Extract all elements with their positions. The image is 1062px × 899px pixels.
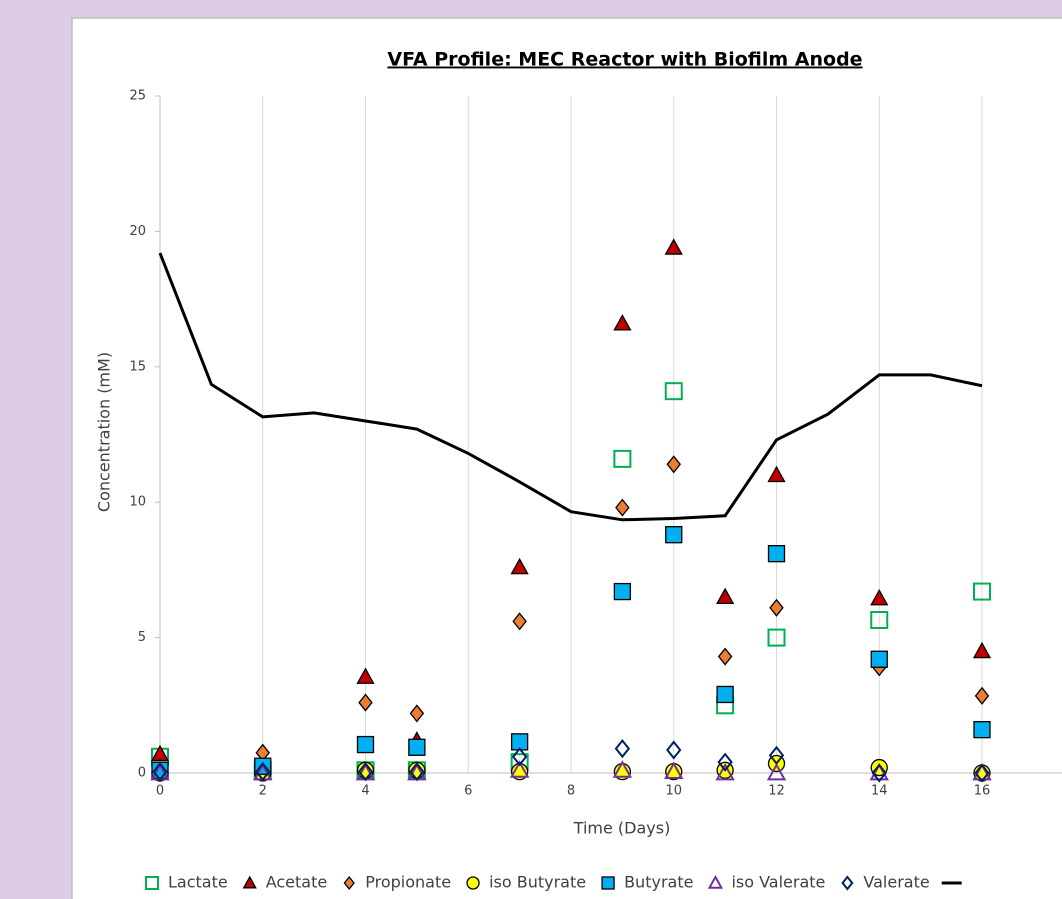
data-point bbox=[870, 610, 889, 629]
data-point bbox=[715, 762, 735, 781]
data-point bbox=[510, 557, 529, 575]
data-point bbox=[665, 526, 683, 544]
data-point bbox=[408, 738, 426, 756]
legend-marker bbox=[343, 875, 355, 891]
data-point bbox=[717, 752, 733, 772]
data-point bbox=[356, 735, 375, 754]
data-point bbox=[255, 762, 271, 782]
legend-label: Valerate bbox=[863, 873, 929, 892]
legend-marker bbox=[707, 874, 724, 889]
data-point bbox=[509, 760, 530, 778]
plot-area bbox=[150, 238, 992, 783]
legend-label: iso Butyrate bbox=[489, 873, 586, 892]
x-tick-label: 16 bbox=[974, 784, 991, 799]
data-point bbox=[664, 382, 683, 401]
data-point bbox=[769, 598, 784, 617]
legend-marker bbox=[145, 876, 159, 890]
data-point bbox=[716, 587, 735, 605]
y-tick-label: 0 bbox=[138, 766, 146, 781]
x-tick-label: 14 bbox=[871, 784, 888, 799]
y-tick-label: 20 bbox=[129, 224, 146, 239]
data-point bbox=[974, 686, 990, 705]
x-tick-label: 0 bbox=[156, 784, 164, 799]
data-point bbox=[972, 641, 992, 659]
data-point bbox=[409, 704, 425, 723]
data-point bbox=[613, 314, 632, 331]
data-point bbox=[614, 739, 631, 759]
x-tick-label: 4 bbox=[361, 784, 369, 799]
chart-panel bbox=[71, 17, 1062, 899]
data-point bbox=[870, 588, 889, 606]
data-point bbox=[512, 612, 527, 631]
data-point bbox=[666, 740, 682, 760]
data-point bbox=[767, 628, 786, 647]
legend-marker bbox=[841, 875, 854, 891]
data-point bbox=[409, 762, 425, 782]
legend-label: Acetate bbox=[266, 873, 328, 892]
data-point bbox=[612, 760, 633, 778]
x-tick-label: 6 bbox=[464, 784, 472, 799]
legend-marker bbox=[601, 876, 615, 890]
data-point bbox=[511, 747, 528, 767]
x-tick-label: 12 bbox=[768, 784, 785, 799]
x-tick-label: 2 bbox=[259, 784, 267, 799]
legend-marker bbox=[466, 876, 480, 890]
data-point bbox=[664, 761, 684, 780]
data-point bbox=[615, 498, 630, 517]
legend-label: Butyrate bbox=[624, 873, 693, 892]
legend-label: Lactate bbox=[168, 873, 228, 892]
data-point bbox=[664, 238, 683, 255]
data-point bbox=[666, 455, 681, 474]
data-point bbox=[974, 763, 990, 783]
data-point bbox=[357, 762, 374, 782]
legend-label: Propionate bbox=[365, 873, 451, 892]
data-point bbox=[766, 762, 787, 781]
data-point bbox=[358, 693, 373, 712]
data-point bbox=[717, 647, 733, 666]
data-point bbox=[973, 582, 991, 601]
y-tick-label: 5 bbox=[138, 630, 146, 645]
y-tick-label: 10 bbox=[129, 495, 146, 510]
data-point bbox=[356, 667, 375, 684]
data-point bbox=[613, 582, 632, 601]
data-point bbox=[613, 449, 632, 468]
data-line bbox=[158, 252, 983, 522]
x-tick-label: 10 bbox=[665, 784, 682, 799]
chart-title: VFA Profile: MEC Reactor with Biofilm An… bbox=[387, 49, 862, 71]
legend-marker bbox=[242, 875, 257, 889]
y-axis-label: Concentration (mM) bbox=[95, 352, 114, 512]
data-point bbox=[768, 745, 785, 765]
data-point bbox=[973, 721, 991, 739]
x-axis-label: Time (Days) bbox=[573, 819, 671, 838]
data-point bbox=[767, 465, 786, 483]
y-tick-label: 25 bbox=[129, 89, 146, 104]
data-point bbox=[150, 744, 170, 762]
x-tick-label: 8 bbox=[567, 784, 575, 799]
data-point bbox=[716, 685, 734, 704]
y-tick-label: 15 bbox=[129, 359, 146, 374]
legend-label: iso Valerate bbox=[731, 873, 825, 892]
data-point bbox=[152, 762, 168, 782]
data-point bbox=[870, 650, 888, 668]
data-point bbox=[871, 763, 887, 783]
data-point bbox=[767, 545, 786, 563]
